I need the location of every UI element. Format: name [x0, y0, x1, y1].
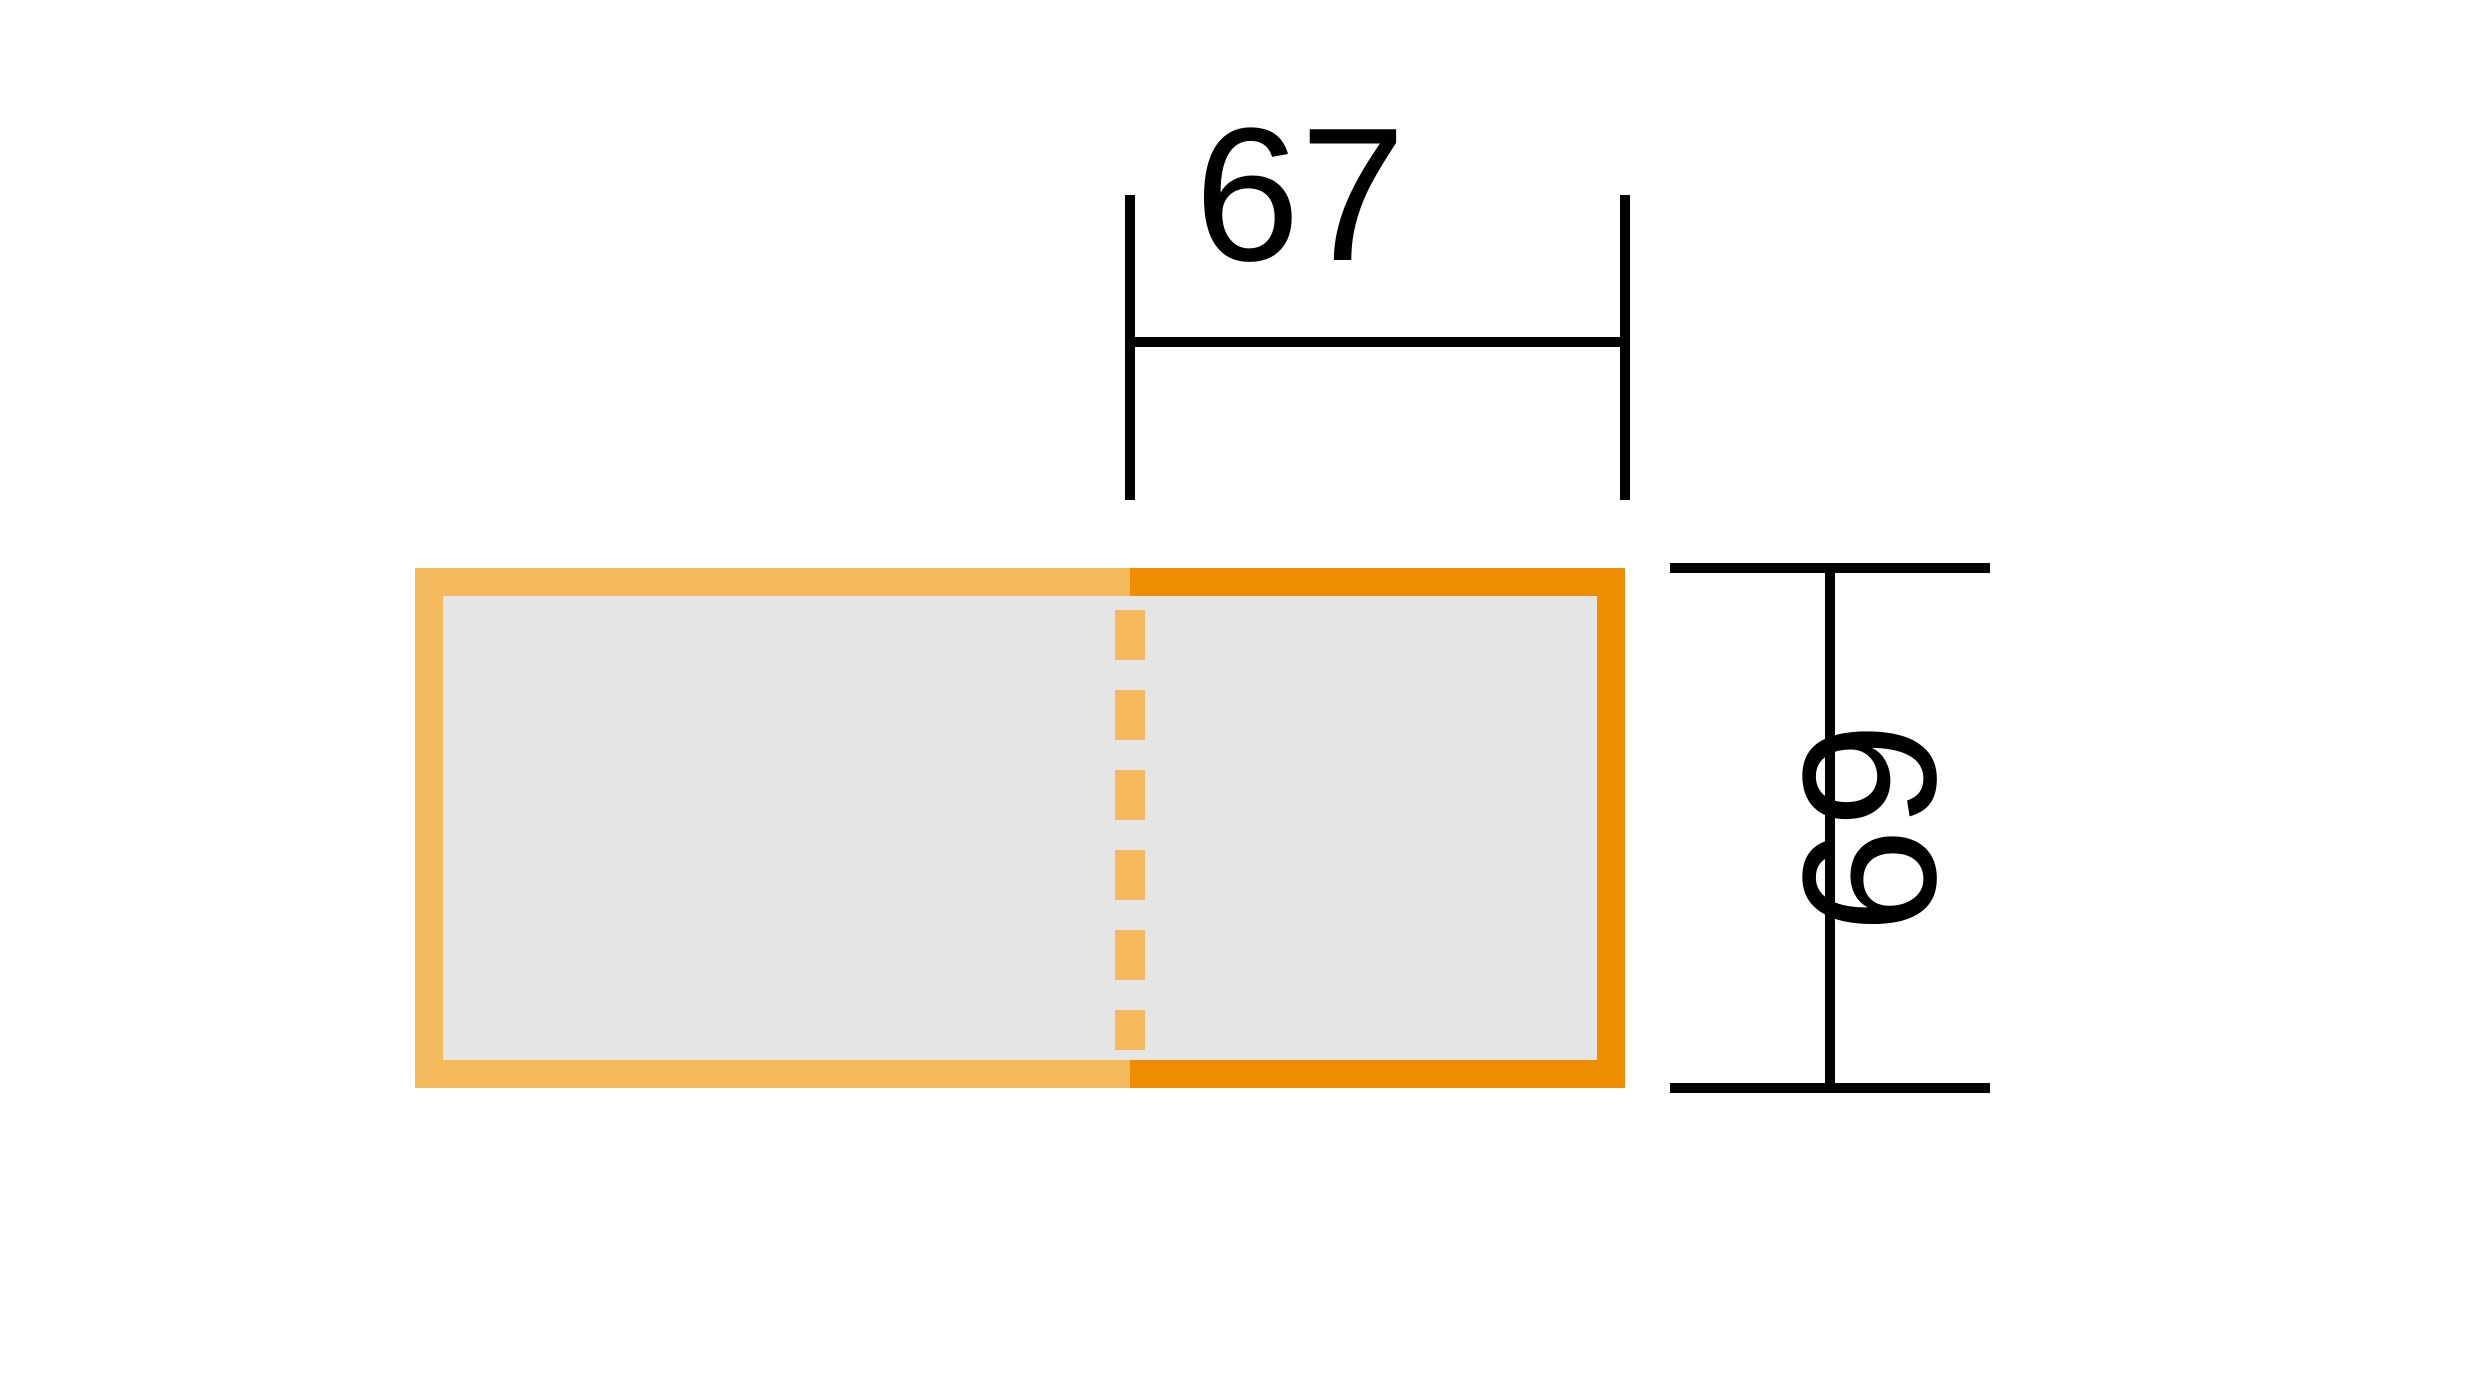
border-bottom-right	[1130, 1060, 1625, 1088]
plan-fill	[415, 568, 1625, 1088]
border-top-right	[1130, 568, 1625, 596]
plan-rectangle	[415, 568, 1625, 1088]
dim-right-label: 69	[1764, 722, 1976, 933]
dim-top-label: 67	[1194, 89, 1405, 301]
border-bottom-left	[415, 1060, 1130, 1088]
border-top-left	[415, 568, 1130, 596]
border-left	[415, 568, 443, 1088]
border-right	[1597, 568, 1625, 1088]
